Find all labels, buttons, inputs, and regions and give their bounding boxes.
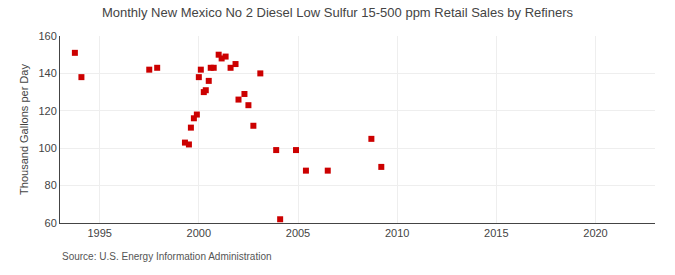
svg-text:60: 60 bbox=[45, 217, 57, 229]
svg-text:2015: 2015 bbox=[484, 227, 508, 239]
svg-text:2000: 2000 bbox=[187, 227, 211, 239]
svg-text:2010: 2010 bbox=[385, 227, 409, 239]
svg-text:100: 100 bbox=[38, 142, 56, 154]
svg-text:80: 80 bbox=[45, 179, 57, 191]
svg-text:120: 120 bbox=[38, 105, 56, 117]
svg-text:Source: U.S. Energy Informatio: Source: U.S. Energy Information Administ… bbox=[62, 251, 272, 262]
svg-text:2005: 2005 bbox=[286, 227, 310, 239]
svg-text:160: 160 bbox=[38, 30, 56, 42]
svg-text:Monthly New Mexico No 2 Diesel: Monthly New Mexico No 2 Diesel Low Sulfu… bbox=[102, 5, 574, 20]
svg-text:1995: 1995 bbox=[87, 227, 111, 239]
svg-text:Thousand Gallons per Day: Thousand Gallons per Day bbox=[18, 64, 30, 195]
svg-text:140: 140 bbox=[38, 67, 56, 79]
svg-text:2020: 2020 bbox=[583, 227, 607, 239]
